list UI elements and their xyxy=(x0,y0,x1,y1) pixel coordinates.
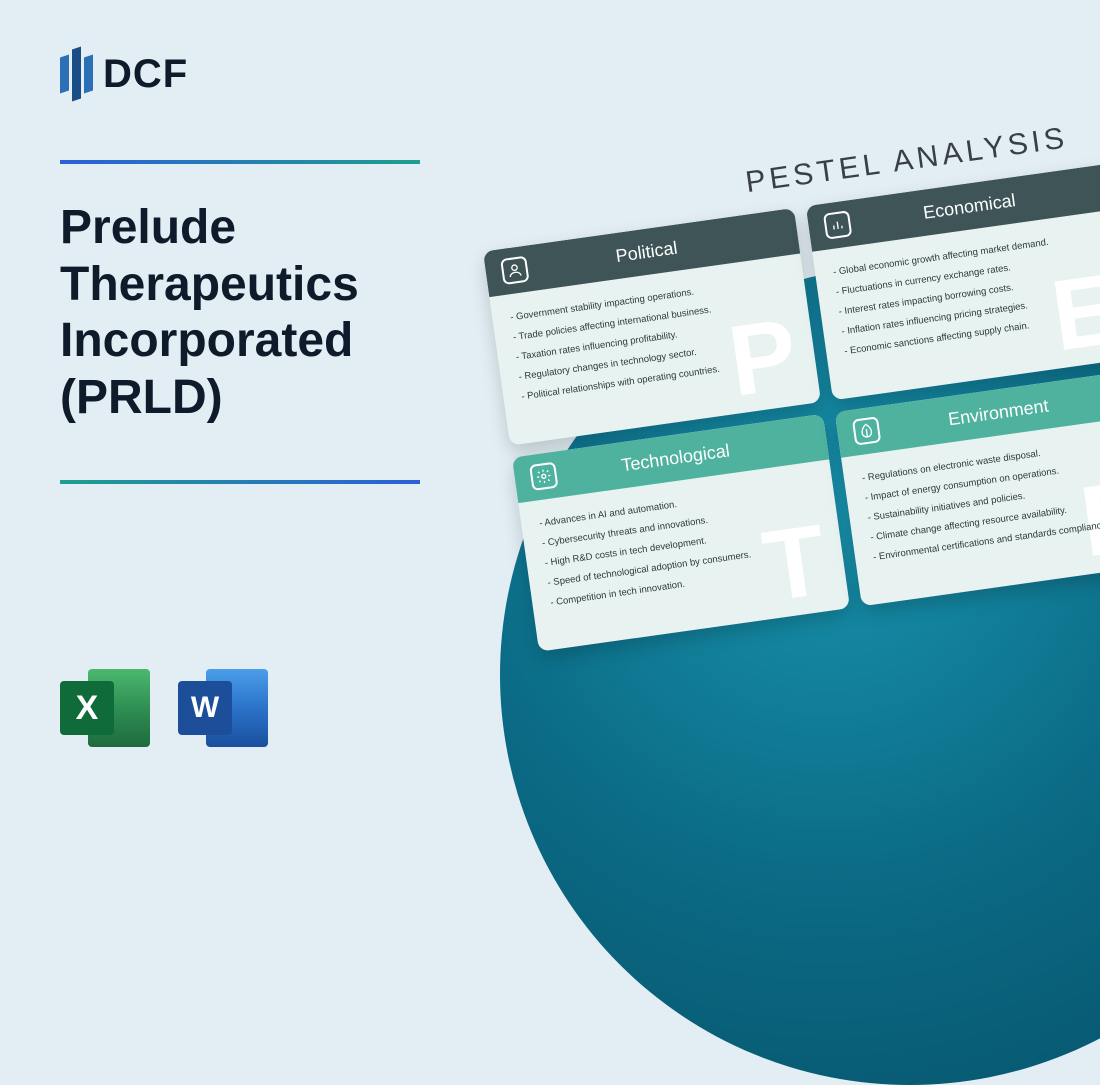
word-letter: W xyxy=(178,681,232,735)
excel-icon[interactable]: X xyxy=(60,663,150,753)
leaf-icon xyxy=(852,416,881,445)
card-items: Regulations on electronic waste disposal… xyxy=(861,430,1100,567)
chart-icon xyxy=(823,210,852,239)
pestel-card: EconomicalEGlobal economic growth affect… xyxy=(806,163,1100,401)
divider-top xyxy=(60,160,420,164)
excel-letter: X xyxy=(60,681,114,735)
logo-bars-icon xyxy=(60,48,93,100)
person-icon xyxy=(500,256,529,285)
word-icon[interactable]: W xyxy=(178,663,268,753)
logo: DCF xyxy=(60,48,188,100)
app-icons-row: X W xyxy=(60,663,268,753)
page-title: Prelude Therapeutics Incorporated (PRLD) xyxy=(60,200,460,427)
pestel-card: EnvironmentERegulations on electronic wa… xyxy=(835,369,1100,607)
pestel-cards-grid: PoliticalPGovernment stability impacting… xyxy=(483,163,1100,652)
divider-bottom xyxy=(60,480,420,484)
gear-icon xyxy=(529,462,558,491)
pestel-analysis: PESTEL ANALYSIS PoliticalPGovernment sta… xyxy=(476,115,1100,652)
logo-text: DCF xyxy=(103,52,188,97)
pestel-card: PoliticalPGovernment stability impacting… xyxy=(483,208,821,446)
